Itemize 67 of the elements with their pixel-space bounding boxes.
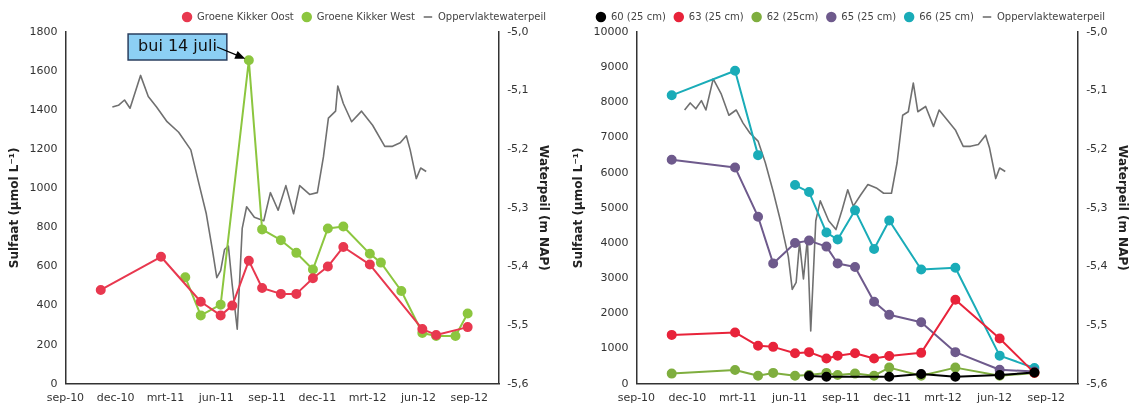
legend-label: 60 (25 cm)	[610, 10, 666, 22]
y2-tick-label: -5,1	[1086, 83, 1108, 97]
legend-label: Oppervlaktewaterpeil	[997, 10, 1106, 22]
y2-axis-title: Waterpeil (m NAP)	[1115, 145, 1130, 271]
y-tick-label: 200	[36, 337, 58, 351]
y2-tick-label: -5,2	[507, 142, 529, 156]
y-tick-label: 600	[36, 259, 58, 273]
y-tick-label: 1800	[29, 24, 58, 38]
y-tick-label: 800	[36, 220, 58, 234]
legend-label: 66 (25 cm)	[919, 10, 975, 22]
y-axis-title: Sulfaat (µmol L⁻¹)	[571, 147, 586, 269]
x-tick-label: mrt-12	[924, 391, 962, 405]
y-tick-label: 1200	[29, 142, 58, 156]
x-tick-label: mrt-11	[719, 391, 757, 405]
y-tick-label: 7000	[600, 130, 629, 144]
y2-tick-label: -5,3	[1086, 200, 1108, 214]
x-tick-label: sep-11	[248, 391, 286, 405]
y-tick-label: 0	[50, 376, 58, 390]
legend-label: 65 (25 cm)	[841, 10, 897, 22]
legend-label: Groene Kikker Oost	[197, 10, 294, 22]
x-tick-label: mrt-12	[348, 391, 387, 405]
y2-tick-label: -5,1	[507, 83, 529, 97]
legend-label: Groene Kikker West	[316, 10, 416, 22]
y2-tick-label: -5,6	[1086, 376, 1108, 390]
y-tick-label: 9000	[600, 60, 629, 74]
y2-tick-label: -5,4	[507, 259, 529, 273]
x-tick-label: sep-12	[450, 391, 489, 405]
x-tick-label: sep-12	[1027, 391, 1065, 405]
y2-axis-title: Waterpeil (m NAP)	[536, 145, 551, 271]
legend-label: Oppervlaktewaterpeil	[437, 10, 547, 22]
legend-label: 62 (25cm)	[766, 10, 819, 22]
y-tick-label: 8000	[600, 95, 629, 109]
y-tick-label: 0	[621, 376, 629, 390]
x-tick-label: dec-10	[96, 391, 135, 405]
y2-tick-label: -5,6	[507, 376, 529, 390]
y2-tick-label: -5,0	[1086, 24, 1108, 38]
x-tick-label: dec-11	[298, 391, 337, 405]
x-tick-label: dec-10	[668, 391, 707, 405]
y-tick-label: 5000	[600, 200, 629, 214]
y-tick-label: 2000	[600, 306, 629, 320]
y-tick-label: 10000	[593, 24, 629, 38]
x-tick-label: sep-10	[46, 391, 85, 405]
y-tick-label: 6000	[600, 165, 629, 179]
y-axis-title: Sulfaat (µmol L⁻¹)	[7, 147, 22, 269]
y2-tick-label: -5,4	[1086, 259, 1108, 273]
x-tick-label: jun-12	[399, 391, 436, 405]
x-tick-label: jun-11	[197, 391, 234, 405]
y2-tick-label: -5,3	[507, 200, 529, 214]
y-tick-label: 1000	[600, 341, 629, 355]
x-tick-label: sep-11	[822, 391, 860, 405]
x-tick-label: jun-12	[976, 391, 1013, 405]
x-tick-label: jun-11	[770, 391, 807, 405]
y-tick-label: 400	[36, 298, 58, 312]
y-tick-label: 1400	[29, 103, 58, 117]
legend-label: 63 (25 cm)	[688, 10, 744, 22]
y-tick-label: 4000	[600, 235, 629, 249]
y-tick-label: 1600	[29, 63, 58, 77]
y2-tick-label: -5,5	[507, 318, 529, 332]
y2-tick-label: -5,2	[1086, 142, 1108, 156]
y-tick-label: 3000	[600, 271, 629, 285]
annotation: bui 14 juli	[138, 36, 217, 56]
y2-tick-label: -5,0	[507, 24, 529, 38]
x-tick-label: mrt-11	[146, 391, 185, 405]
x-tick-label: sep-10	[617, 391, 656, 405]
y2-tick-label: -5,5	[1086, 318, 1108, 332]
x-tick-label: dec-11	[873, 391, 911, 405]
y-tick-label: 1000	[29, 181, 58, 195]
